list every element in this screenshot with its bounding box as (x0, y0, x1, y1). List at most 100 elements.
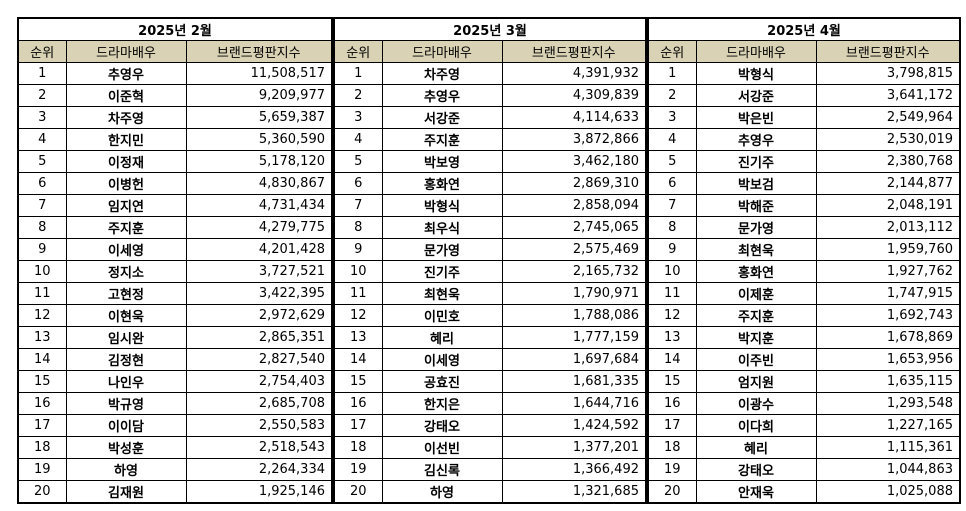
score-cell: 1,925,146 (185, 480, 333, 504)
name-cell: 이주빈 (695, 348, 817, 371)
score-cell: 2,575,469 (501, 238, 647, 261)
rank-cell: 20 (17, 480, 67, 504)
table-row: 3 차주영 5,659,387 (17, 106, 333, 129)
rank-cell: 17 (17, 414, 67, 437)
score-cell: 2,685,708 (185, 392, 333, 415)
rank-cell: 2 (17, 84, 67, 107)
score-cell: 1,678,869 (815, 326, 961, 349)
table-row: 11 이제훈 1,747,915 (647, 282, 961, 305)
name-cell: 서강준 (381, 106, 503, 129)
name-cell: 정지소 (65, 260, 187, 283)
name-cell: 홍화연 (381, 172, 503, 195)
name-cell: 이민호 (381, 304, 503, 327)
column-header-rank: 순위 (647, 40, 697, 63)
score-cell: 3,641,172 (815, 84, 961, 107)
rank-cell: 6 (17, 172, 67, 195)
name-cell: 이선빈 (381, 436, 503, 459)
table-row: 12 주지훈 1,692,743 (647, 304, 961, 327)
rank-cell: 11 (647, 282, 697, 305)
score-cell: 1,635,115 (815, 370, 961, 393)
score-cell: 1,790,971 (501, 282, 647, 305)
rank-cell: 4 (333, 128, 383, 151)
table-row: 2 이준혁 9,209,977 (17, 84, 333, 107)
rank-cell: 6 (647, 172, 697, 195)
rank-cell: 15 (17, 370, 67, 393)
rank-cell: 14 (647, 348, 697, 371)
rank-cell: 18 (17, 436, 67, 459)
name-cell: 강태오 (695, 458, 817, 481)
rank-cell: 9 (17, 238, 67, 261)
table-row: 8 문가영 2,013,112 (647, 216, 961, 239)
table-row: 20 안재욱 1,025,088 (647, 480, 961, 504)
score-cell: 2,013,112 (815, 216, 961, 239)
rank-cell: 13 (647, 326, 697, 349)
score-cell: 2,530,019 (815, 128, 961, 151)
table-row: 9 문가영 2,575,469 (333, 238, 647, 261)
score-cell: 1,044,863 (815, 458, 961, 481)
score-cell: 3,798,815 (815, 62, 961, 85)
table-row: 6 홍화연 2,869,310 (333, 172, 647, 195)
score-cell: 5,659,387 (185, 106, 333, 129)
column-header-name: 드라마배우 (65, 40, 187, 63)
name-cell: 최현욱 (381, 282, 503, 305)
table-row: 5 진기주 2,380,768 (647, 150, 961, 173)
rank-cell: 12 (647, 304, 697, 327)
table-row: 10 홍화연 1,927,762 (647, 260, 961, 283)
score-cell: 1,321,685 (501, 480, 647, 504)
name-cell: 한지민 (65, 128, 187, 151)
name-cell: 한지은 (381, 392, 503, 415)
score-cell: 1,747,915 (815, 282, 961, 305)
name-cell: 혜리 (381, 326, 503, 349)
score-cell: 3,727,521 (185, 260, 333, 283)
name-cell: 이현욱 (65, 304, 187, 327)
column-header-score: 브랜드평판지수 (501, 40, 647, 63)
rank-cell: 12 (17, 304, 67, 327)
rank-cell: 2 (333, 84, 383, 107)
name-cell: 박형식 (381, 194, 503, 217)
table-row: 7 박해준 2,048,191 (647, 194, 961, 217)
name-cell: 이다희 (695, 414, 817, 437)
table-row: 12 이현욱 2,972,629 (17, 304, 333, 327)
table-row: 8 주지훈 4,279,775 (17, 216, 333, 239)
rank-cell: 16 (333, 392, 383, 415)
score-cell: 3,872,866 (501, 128, 647, 151)
table-row: 17 강태오 1,424,592 (333, 414, 647, 437)
name-cell: 공효진 (381, 370, 503, 393)
table-row: 2 서강준 3,641,172 (647, 84, 961, 107)
score-cell: 4,731,434 (185, 194, 333, 217)
table-row: 13 임시완 2,865,351 (17, 326, 333, 349)
rank-cell: 20 (647, 480, 697, 504)
rank-cell: 7 (647, 194, 697, 217)
score-cell: 1,025,088 (815, 480, 961, 504)
rank-cell: 8 (17, 216, 67, 239)
rank-cell: 1 (17, 62, 67, 85)
score-cell: 4,309,839 (501, 84, 647, 107)
score-cell: 4,830,867 (185, 172, 333, 195)
rank-cell: 7 (17, 194, 67, 217)
score-cell: 4,391,932 (501, 62, 647, 85)
column-header-rank: 순위 (17, 40, 67, 63)
rank-cell: 10 (17, 260, 67, 283)
rank-cell: 18 (333, 436, 383, 459)
score-cell: 1,227,165 (815, 414, 961, 437)
score-cell: 2,745,065 (501, 216, 647, 239)
name-cell: 홍화연 (695, 260, 817, 283)
score-cell: 2,048,191 (815, 194, 961, 217)
table-row: 18 혜리 1,115,361 (647, 436, 961, 459)
name-cell: 서강준 (695, 84, 817, 107)
name-cell: 주지훈 (381, 128, 503, 151)
score-cell: 2,549,964 (815, 106, 961, 129)
table-row: 15 엄지원 1,635,115 (647, 370, 961, 393)
score-cell: 4,201,428 (185, 238, 333, 261)
ranking-tables: 2025년 2월 순위 드라마배우 브랜드평판지수 1 추영우 11,508,517 2 이준혁… (17, 17, 961, 504)
rank-cell: 3 (647, 106, 697, 129)
rank-cell: 5 (17, 150, 67, 173)
rank-cell: 1 (333, 62, 383, 85)
rank-cell: 6 (333, 172, 383, 195)
name-cell: 고현정 (65, 282, 187, 305)
name-cell: 문가영 (381, 238, 503, 261)
month-table-1: 2025년 2월 순위 드라마배우 브랜드평판지수 1 추영우 11,508,517 2 이준혁… (17, 17, 333, 504)
name-cell: 김정현 (65, 348, 187, 371)
month-table-3: 2025년 4월 순위 드라마배우 브랜드평판지수 1 박형식 3,798,815 2 서강준 3… (647, 17, 961, 504)
rank-cell: 3 (17, 106, 67, 129)
